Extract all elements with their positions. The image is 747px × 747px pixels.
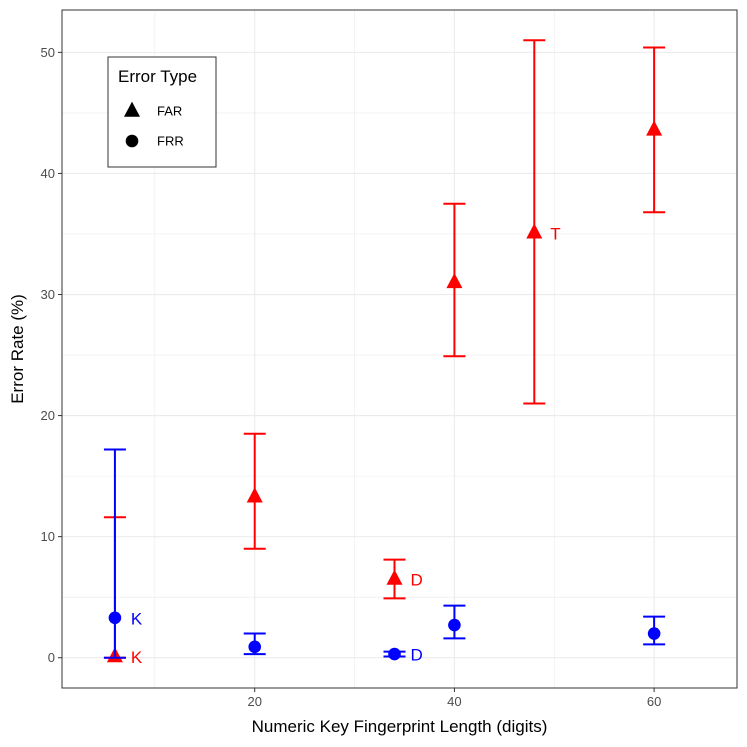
- far-point: [386, 569, 403, 585]
- error-bar: [523, 39, 546, 405]
- frr-point: [248, 640, 262, 654]
- legend-title: Error Type: [118, 67, 197, 86]
- frr-point: [448, 618, 461, 632]
- far-point: [246, 487, 263, 503]
- y-tick-label: 50: [41, 45, 55, 60]
- panel-border: [61, 9, 738, 689]
- series-circle: KD: [103, 448, 666, 665]
- far-point: [526, 223, 543, 239]
- legend: Error Type FAR FRR: [107, 56, 217, 168]
- frr-point: [647, 627, 661, 640]
- far-point: [446, 272, 463, 289]
- axis-ticks: 20 40 60 0 10 20 30 40 50: [41, 45, 662, 709]
- point-label: T: [550, 224, 560, 243]
- x-tick-label: 20: [247, 694, 261, 709]
- frr-point: [388, 647, 401, 661]
- x-tick-label: 40: [447, 694, 461, 709]
- legend-circle-icon: [125, 134, 139, 148]
- x-tick-label: 60: [647, 694, 661, 709]
- x-axis-title: Numeric Key Fingerprint Length (digits): [252, 717, 548, 736]
- point-label: K: [131, 609, 143, 628]
- legend-items: FAR FRR: [124, 101, 184, 149]
- y-axis-title: Error Rate (%): [8, 294, 27, 404]
- legend-label: FAR: [157, 104, 182, 119]
- point-label: K: [131, 648, 143, 667]
- legend-box: [107, 56, 217, 168]
- y-tick-label: 20: [41, 408, 55, 423]
- far-point: [646, 120, 663, 136]
- point-label: D: [411, 646, 423, 665]
- point-label: D: [411, 571, 423, 590]
- y-tick-label: 0: [48, 650, 55, 665]
- legend-item-far: FAR: [124, 101, 182, 119]
- y-tick-label: 40: [41, 166, 55, 181]
- legend-item-frr: FRR: [125, 134, 184, 149]
- error-bar: [103, 448, 126, 659]
- y-tick-label: 30: [41, 287, 55, 302]
- y-tick-label: 10: [41, 529, 55, 544]
- frr-point: [108, 611, 122, 625]
- legend-label: FRR: [157, 134, 184, 149]
- legend-triangle-icon: [124, 101, 140, 117]
